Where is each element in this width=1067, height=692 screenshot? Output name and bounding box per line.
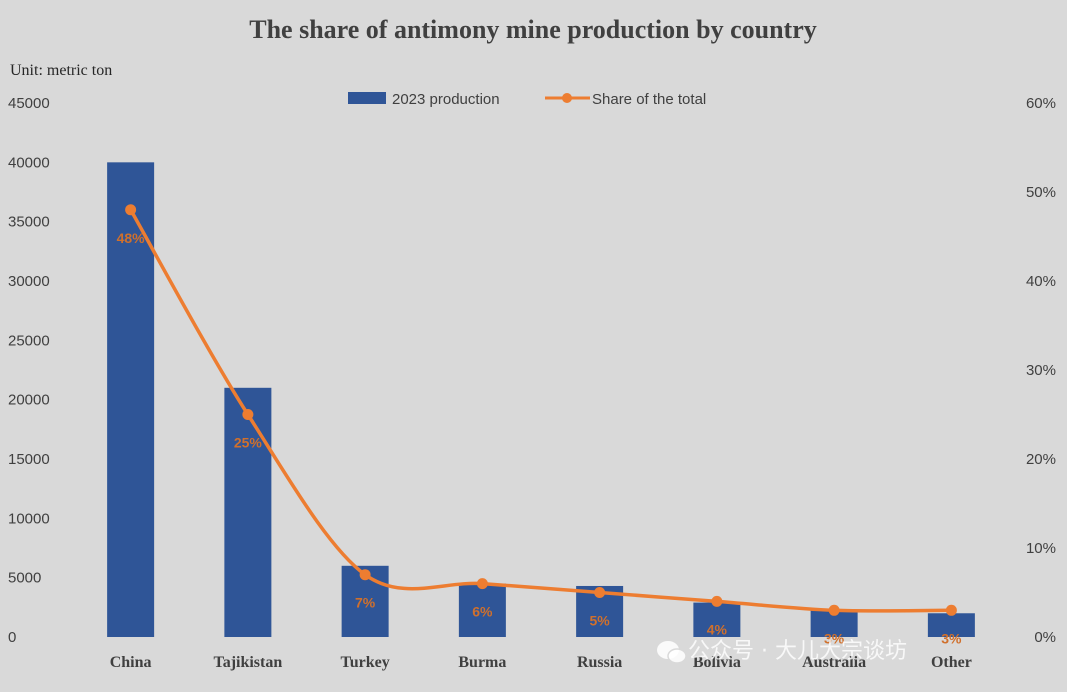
- legend-line-label: Share of the total: [592, 91, 706, 108]
- share-data-label: 4%: [707, 621, 728, 637]
- share-point-australia: [828, 604, 840, 616]
- share-point-russia: [594, 587, 606, 598]
- category-label: Australia: [802, 654, 866, 671]
- right-tick-label: 30%: [1026, 362, 1056, 379]
- legend-bar-label: 2023 production: [392, 91, 500, 108]
- watermark: 公众号 · 大儿大宗谈坊: [657, 639, 907, 664]
- share-data-label: 25%: [234, 435, 263, 451]
- category-label: Turkey: [341, 654, 390, 671]
- category-axis: China Tajikistan Turkey Burma Russia Bolivia A…: [110, 654, 972, 671]
- legend-bar-swatch: [348, 92, 386, 104]
- right-tick-label: 60%: [1026, 95, 1056, 112]
- right-tick-label: 10%: [1026, 540, 1056, 557]
- left-tick-label: 10000: [8, 510, 50, 527]
- right-axis: 0% 10% 20% 30% 40% 50% 60%: [1026, 95, 1056, 646]
- share-data-label: 48%: [117, 230, 146, 246]
- category-label: Burma: [458, 654, 506, 671]
- left-tick-label: 35000: [8, 214, 50, 231]
- right-tick-label: 40%: [1026, 273, 1056, 290]
- watermark-text: 公众号 · 大儿大宗谈坊: [688, 639, 907, 664]
- share-data-label: 3%: [941, 630, 962, 646]
- line-series: [125, 204, 957, 616]
- share-point-other: [945, 604, 957, 616]
- share-point-bolivia: [711, 595, 723, 607]
- share-point-china: [125, 204, 137, 216]
- share-data-label: 3%: [824, 630, 845, 646]
- left-tick-label: 20000: [8, 392, 50, 409]
- legend: 2023 production Share of the total: [348, 91, 706, 108]
- left-axis: 0 5000 10000 15000 20000 25000 30000 35000 40000…: [8, 95, 50, 646]
- category-label: Other: [931, 654, 972, 671]
- category-label: China: [110, 654, 152, 671]
- category-label: Bolivia: [693, 654, 741, 671]
- left-tick-label: 15000: [8, 451, 50, 468]
- left-tick-label: 25000: [8, 332, 50, 349]
- right-tick-label: 20%: [1026, 451, 1056, 468]
- unit-label: Unit: metric ton: [10, 62, 112, 79]
- category-label: Russia: [577, 654, 622, 671]
- data-labels: 48% 25% 7% 6% 5% 4% 3% 3%: [117, 230, 962, 646]
- left-tick-label: 5000: [8, 570, 41, 587]
- chart-title: The share of antimony mine production by…: [249, 15, 816, 44]
- bar-tajikistan: [224, 387, 272, 637]
- legend-line-marker: [562, 93, 572, 103]
- right-tick-label: 50%: [1026, 184, 1056, 201]
- wechat-icon: [657, 641, 687, 664]
- share-point-burma: [476, 578, 488, 590]
- bar-series: [107, 162, 975, 638]
- share-data-label: 6%: [472, 604, 493, 620]
- left-tick-label: 0: [8, 629, 16, 646]
- left-tick-label: 30000: [8, 273, 50, 290]
- category-label: Tajikistan: [213, 654, 282, 671]
- bar-bolivia: [693, 602, 741, 637]
- right-tick-label: 0%: [1034, 629, 1056, 646]
- share-data-label: 7%: [355, 595, 376, 611]
- share-point-tajikistan: [242, 409, 254, 420]
- bar-burma: [458, 583, 506, 637]
- share-point-turkey: [359, 569, 371, 581]
- bar-other: [927, 613, 975, 637]
- share-data-label: 5%: [590, 613, 611, 629]
- left-tick-label: 40000: [8, 154, 50, 171]
- left-tick-label: 45000: [8, 95, 50, 112]
